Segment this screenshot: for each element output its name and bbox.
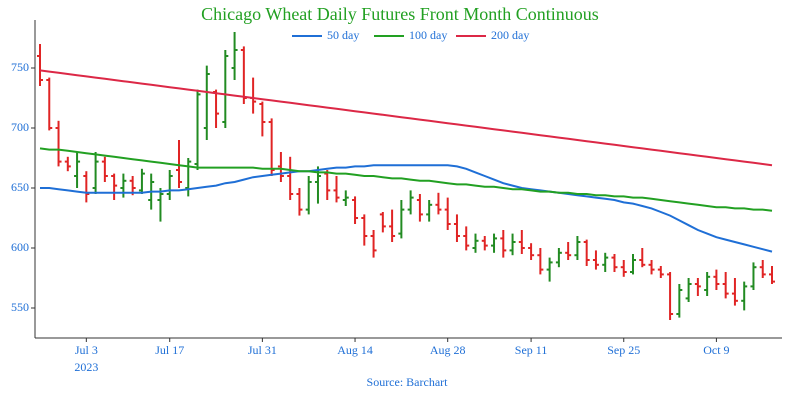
- moving-average-line: [39, 147, 773, 212]
- moving-average-line: [40, 164, 773, 253]
- y-tick-label: 650: [11, 180, 29, 194]
- x-tick-label: Aug 14: [337, 343, 373, 357]
- y-tick-label: 700: [11, 120, 29, 134]
- x-tick-label: Jul 17: [155, 343, 184, 357]
- chart-title: Chicago Wheat Daily Futures Front Month …: [201, 4, 599, 24]
- y-tick-label: 550: [11, 300, 29, 314]
- moving-average-line: [39, 69, 773, 167]
- x-tick-label: Jul 3: [75, 343, 98, 357]
- x-tick-label: Aug 28: [430, 343, 466, 357]
- legend-label: 100 day: [409, 28, 447, 42]
- x-tick-label: Oct 9: [703, 343, 729, 357]
- x-tick-year: 2023: [74, 360, 98, 374]
- legend-label: 50 day: [327, 28, 359, 42]
- legend-label: 200 day: [491, 28, 529, 42]
- x-tick-label: Jul 31: [248, 343, 277, 357]
- x-tick-label: Sep 11: [515, 343, 548, 357]
- y-tick-label: 750: [11, 60, 29, 74]
- x-tick-label: Sep 25: [607, 343, 640, 357]
- source: Source: Barchart: [367, 375, 449, 389]
- y-tick-label: 600: [11, 240, 29, 254]
